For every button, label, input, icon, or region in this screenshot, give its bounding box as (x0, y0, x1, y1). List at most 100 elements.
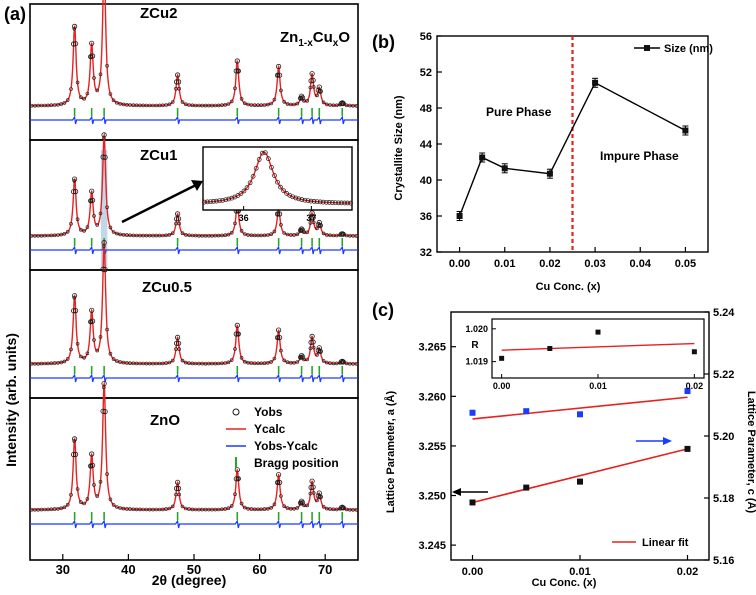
yobs-point (308, 221, 313, 225)
yobs-point (89, 188, 95, 194)
yobs-point (285, 232, 290, 237)
yobs-point (226, 102, 231, 106)
yobs-point (174, 79, 180, 85)
yobs-point (193, 507, 198, 512)
yobs-point (305, 503, 310, 508)
yobs-point (233, 347, 237, 351)
yobs-point (98, 479, 103, 484)
size-x-tick-label: 0.05 (675, 258, 696, 270)
inset-yobs-point (244, 185, 250, 190)
yobs-point (234, 322, 240, 328)
difference-line (30, 519, 358, 529)
panel-label-c: (c) (372, 300, 394, 320)
yobs-point (279, 223, 283, 227)
yobs-point (138, 233, 142, 238)
yobs-point (102, 266, 108, 273)
yobs-point (331, 233, 336, 238)
lattice-c-tick-label: 5.18 (713, 493, 734, 505)
yobs-point (299, 227, 306, 233)
yobs-point (167, 233, 172, 237)
c-data-point (469, 409, 476, 416)
inset-yobs-point (317, 199, 323, 205)
formula-label: Zn1-xCuxO (280, 29, 350, 49)
yobs-point (111, 357, 116, 361)
inset-yobs-point (266, 156, 271, 161)
inset-x-tick-label: 37 (306, 213, 316, 223)
yobs-point (151, 361, 155, 366)
yobs-point (299, 95, 306, 101)
size-x-tick-label: 0.04 (630, 258, 652, 270)
yobs-point (82, 229, 86, 233)
yobs-point (102, 136, 106, 140)
yobs-point (92, 76, 96, 80)
xrd-x-tick-label: 50 (187, 562, 201, 577)
legend-label: Yobs (254, 405, 283, 419)
lattice-a-tick-label: 3.250 (418, 491, 446, 503)
yobs-point (299, 500, 306, 506)
yobs-point (339, 358, 345, 364)
yobs-point (73, 451, 79, 457)
yobs-point (226, 232, 231, 237)
yobs-point (309, 210, 315, 216)
yobs-point (229, 230, 234, 235)
inset-yobs-point (314, 199, 320, 205)
yobs-point (65, 98, 70, 102)
yobs-point (265, 506, 270, 511)
yobs-point (262, 507, 267, 511)
yobs-point (177, 86, 181, 91)
yobs-point (144, 507, 149, 512)
yobs-point (243, 359, 247, 364)
yobs-point (79, 227, 83, 232)
c-data-point (577, 411, 583, 418)
yobs-point (317, 88, 323, 94)
yobs-point (265, 102, 270, 107)
yobs-point (52, 507, 57, 511)
yobs-point (334, 507, 339, 512)
linear-fit-legend-label: Linear fit (642, 537, 689, 549)
yobs-point (108, 92, 113, 96)
yobs-point (295, 360, 300, 364)
yobs-point (308, 491, 313, 496)
yobs-point (210, 233, 214, 238)
yobs-point (292, 360, 296, 365)
yobs-point (203, 507, 208, 512)
yobs-point (95, 348, 99, 353)
yobs-point (71, 451, 77, 458)
yobs-point (118, 360, 122, 364)
yobs-point (175, 211, 181, 217)
yobs-point (46, 233, 50, 238)
yobs-point (95, 223, 99, 227)
panel-label-b: (b) (372, 32, 395, 52)
yobs-point (72, 293, 78, 299)
yobs-point (85, 225, 90, 229)
ratio-data-point (547, 346, 553, 351)
yobs-point (334, 361, 339, 366)
lattice-a-tick-label: 3.245 (418, 540, 446, 552)
ratio-y-tick-label: 1.020 (465, 324, 488, 334)
inset-yobs-point (272, 173, 277, 178)
yobs-point (154, 103, 159, 108)
a-data-point (684, 445, 691, 452)
yobs-point (315, 93, 319, 98)
size-series-line (458, 81, 686, 217)
yobs-point (131, 233, 136, 238)
yobs-point (235, 331, 241, 337)
yobs-point (269, 101, 273, 106)
yobs-point (265, 233, 270, 237)
yobs-point (328, 103, 332, 107)
yobs-point (308, 346, 313, 351)
yobs-point (193, 361, 198, 366)
inset-yobs-point (275, 179, 280, 185)
yobs-point (69, 87, 73, 91)
yobs-point (85, 91, 90, 96)
yobs-point (108, 351, 113, 356)
yobs-point (239, 97, 244, 101)
xrd-x-axis-label: 2θ (degree) (152, 572, 226, 588)
yobs-point (317, 348, 323, 354)
yobs-point (98, 211, 103, 216)
yobs-point (351, 234, 355, 238)
yobs-point (118, 506, 122, 510)
yobs-point (29, 103, 34, 108)
yobs-point (239, 229, 244, 233)
yobs-point (354, 361, 359, 366)
